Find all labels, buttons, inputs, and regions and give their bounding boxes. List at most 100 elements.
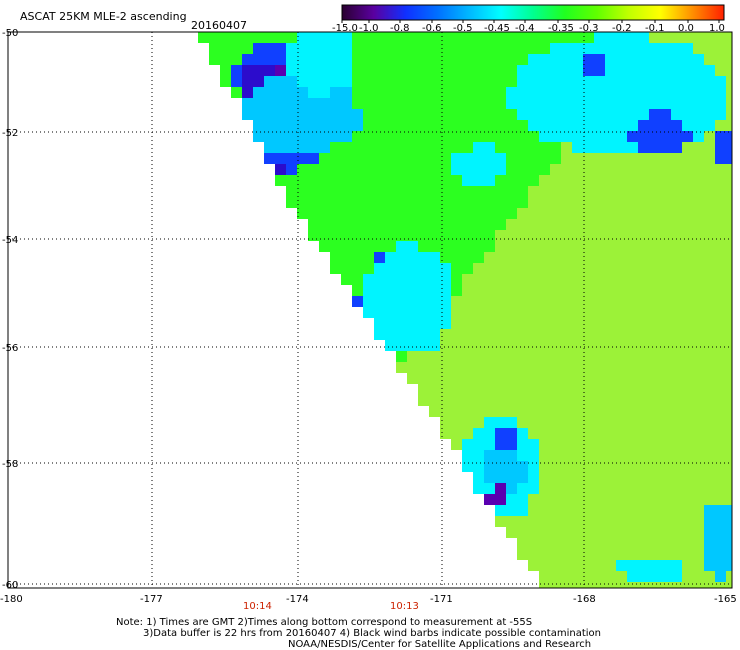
swath-cell	[484, 373, 495, 384]
swath-cell	[462, 362, 473, 373]
swath-cell	[693, 164, 704, 175]
swath-cell	[484, 252, 495, 263]
swath-cell	[660, 384, 671, 395]
swath-cell	[616, 208, 627, 219]
swath-cell	[638, 307, 649, 318]
swath-cell	[671, 208, 682, 219]
swath-cell	[374, 87, 385, 98]
swath-cell	[638, 241, 649, 252]
swath-cell	[649, 131, 660, 142]
swath-cell	[418, 373, 429, 384]
swath-cell	[473, 483, 484, 494]
swath-cell	[473, 241, 484, 252]
colorbar-label: -0.3	[579, 23, 599, 34]
swath-cell	[407, 175, 418, 186]
swath-cell	[671, 494, 682, 505]
swath-cell	[594, 274, 605, 285]
swath-cell	[726, 241, 732, 252]
swath-cell	[605, 582, 616, 588]
swath-cell	[528, 527, 539, 538]
swath-cell	[627, 307, 638, 318]
swath-cell	[693, 65, 704, 76]
swath-cell	[440, 351, 451, 362]
swath-cell	[671, 76, 682, 87]
swath-cell	[550, 472, 561, 483]
swath-cell	[638, 340, 649, 351]
swath-cell	[605, 340, 616, 351]
swath-cell	[572, 142, 583, 153]
swath-cell	[374, 252, 385, 263]
swath-cell	[649, 76, 660, 87]
swath-cell	[495, 318, 506, 329]
swath-cell	[385, 230, 396, 241]
swath-cell	[319, 76, 330, 87]
swath-cell	[594, 142, 605, 153]
swath-cell	[363, 76, 374, 87]
swath-cell	[363, 164, 374, 175]
swath-cell	[572, 571, 583, 582]
swath-cell	[242, 76, 253, 87]
swath-cell	[682, 439, 693, 450]
swath-cell	[638, 549, 649, 560]
swath-cell	[484, 417, 495, 428]
swath-cell	[506, 175, 517, 186]
swath-cell	[726, 153, 732, 164]
swath-cell	[539, 439, 550, 450]
swath-cell	[693, 219, 704, 230]
swath-cell	[220, 54, 231, 65]
swath-cell	[319, 153, 330, 164]
swath-cell	[396, 274, 407, 285]
swath-cell	[627, 296, 638, 307]
swath-cell	[462, 142, 473, 153]
swath-cell	[561, 318, 572, 329]
swath-cell	[495, 153, 506, 164]
swath-cell	[440, 274, 451, 285]
swath-cell	[682, 109, 693, 120]
swath-cell	[726, 472, 732, 483]
swath-cell	[583, 406, 594, 417]
swath-cell	[440, 373, 451, 384]
swath-cell	[660, 164, 671, 175]
swath-cell	[352, 241, 363, 252]
swath-cell	[418, 76, 429, 87]
swath-cell	[627, 428, 638, 439]
swath-cell	[682, 252, 693, 263]
swath-cell	[627, 54, 638, 65]
swath-cell	[704, 252, 715, 263]
swath-cell	[704, 439, 715, 450]
swath-cell	[671, 54, 682, 65]
swath-cell	[363, 131, 374, 142]
swath-cell	[319, 142, 330, 153]
swath-cell	[495, 120, 506, 131]
swath-cell	[484, 472, 495, 483]
swath-cell	[715, 252, 726, 263]
swath-cell	[385, 98, 396, 109]
swath-cell	[517, 307, 528, 318]
swath-cell	[418, 351, 429, 362]
swath-cell	[286, 65, 297, 76]
swath-cell	[561, 219, 572, 230]
swath-cell	[682, 483, 693, 494]
swath-cell	[539, 109, 550, 120]
swath-cell	[517, 549, 528, 560]
swath-cell	[660, 263, 671, 274]
swath-cell	[682, 505, 693, 516]
swath-cell	[341, 263, 352, 274]
swath-cell	[550, 54, 561, 65]
swath-cell	[363, 142, 374, 153]
swath-cell	[473, 120, 484, 131]
swath-cell	[616, 395, 627, 406]
swath-cell	[583, 186, 594, 197]
swath-cell	[693, 131, 704, 142]
swath-cell	[363, 230, 374, 241]
swath-cell	[671, 186, 682, 197]
swath-cell	[594, 406, 605, 417]
swath-cell	[473, 329, 484, 340]
swath-cell	[220, 32, 231, 43]
swath-cell	[495, 43, 506, 54]
swath-cell	[484, 76, 495, 87]
swath-cell	[605, 285, 616, 296]
swath-cell	[539, 494, 550, 505]
swath-cell	[528, 164, 539, 175]
swath-cell	[616, 219, 627, 230]
